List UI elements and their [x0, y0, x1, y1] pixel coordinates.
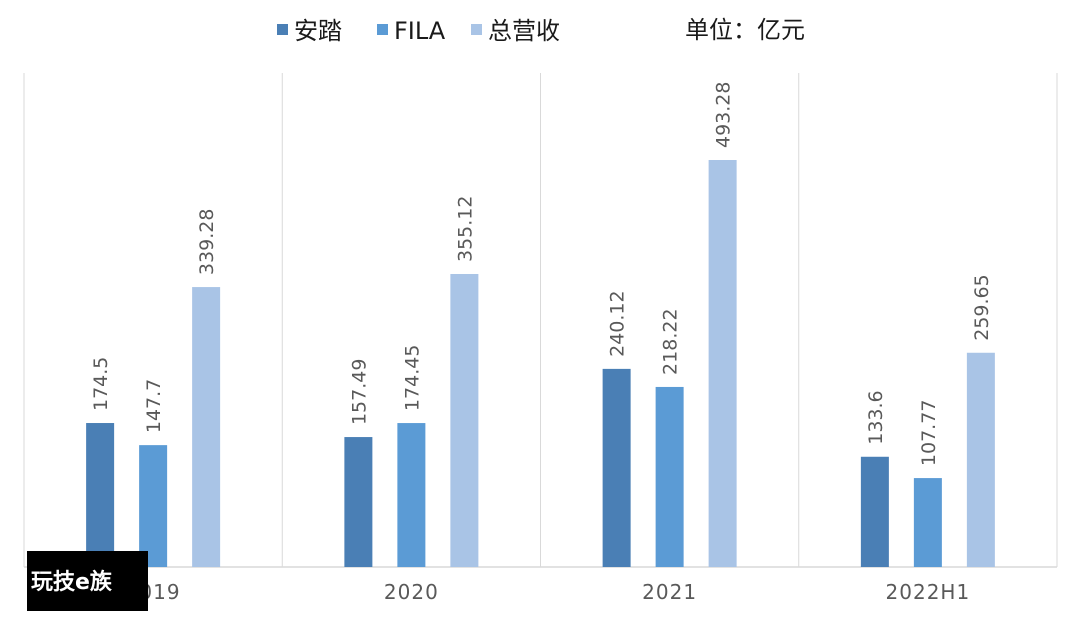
x-tick-label-1: 2020: [384, 580, 439, 604]
data-label-2022H1-1: 107.77: [918, 400, 940, 466]
legend: 安踏 FILA 总营收: [277, 17, 560, 45]
bar-2022H1-0: [860, 456, 889, 567]
data-label-2019-2: 339.28: [196, 209, 218, 275]
data-label-2020-2: 355.12: [454, 196, 476, 262]
x-tick-label-2: 2021: [642, 580, 697, 604]
data-label-2021-1: 218.22: [660, 308, 682, 374]
legend-label-2: 总营收: [488, 17, 560, 45]
x-tick-labels: 2019 2020 2021 2022H1: [126, 580, 971, 604]
bar-2020-2: [450, 273, 479, 567]
data-label-2019-0: 174.5: [90, 357, 112, 411]
legend-swatch-0: [277, 24, 288, 35]
bar-2022H1-2: [966, 352, 995, 567]
bar-2019-0: [86, 423, 115, 567]
bar-2020-0: [344, 437, 373, 567]
category-dividers: [23, 73, 1058, 567]
bar-2019-2: [192, 287, 221, 567]
bars-group: [86, 160, 995, 567]
legend-swatch-1: [377, 24, 388, 35]
data-label-2019-1: 147.7: [143, 379, 165, 433]
legend-label-0: 安踏: [294, 17, 342, 45]
watermark-background: [27, 551, 148, 611]
bar-2019-1: [139, 445, 168, 567]
data-label-2022H1-2: 259.65: [971, 274, 993, 340]
bar-2020-1: [397, 423, 426, 567]
bar-2021-0: [602, 368, 631, 567]
unit-label: 单位：亿元: [685, 16, 805, 44]
data-label-2020-0: 157.49: [348, 359, 370, 425]
bar-2021-1: [655, 386, 684, 567]
watermark-text: 玩技e族: [31, 569, 113, 595]
data-label-2021-0: 240.12: [607, 290, 629, 356]
legend-swatch-2: [471, 24, 482, 35]
bar-2021-2: [708, 160, 737, 567]
data-label-2022H1-0: 133.6: [865, 390, 887, 444]
data-labels-group: 174.5 147.7 339.28 157.49 174.45 355.12 240.12…: [90, 82, 993, 467]
x-tick-label-3: 2022H1: [886, 580, 971, 604]
legend-label-1: FILA: [394, 17, 446, 45]
data-label-2020-1: 174.45: [401, 345, 423, 411]
bar-2022H1-1: [913, 478, 942, 567]
data-label-2021-2: 493.28: [713, 82, 735, 148]
watermark-logo: 玩技e族: [27, 551, 148, 611]
